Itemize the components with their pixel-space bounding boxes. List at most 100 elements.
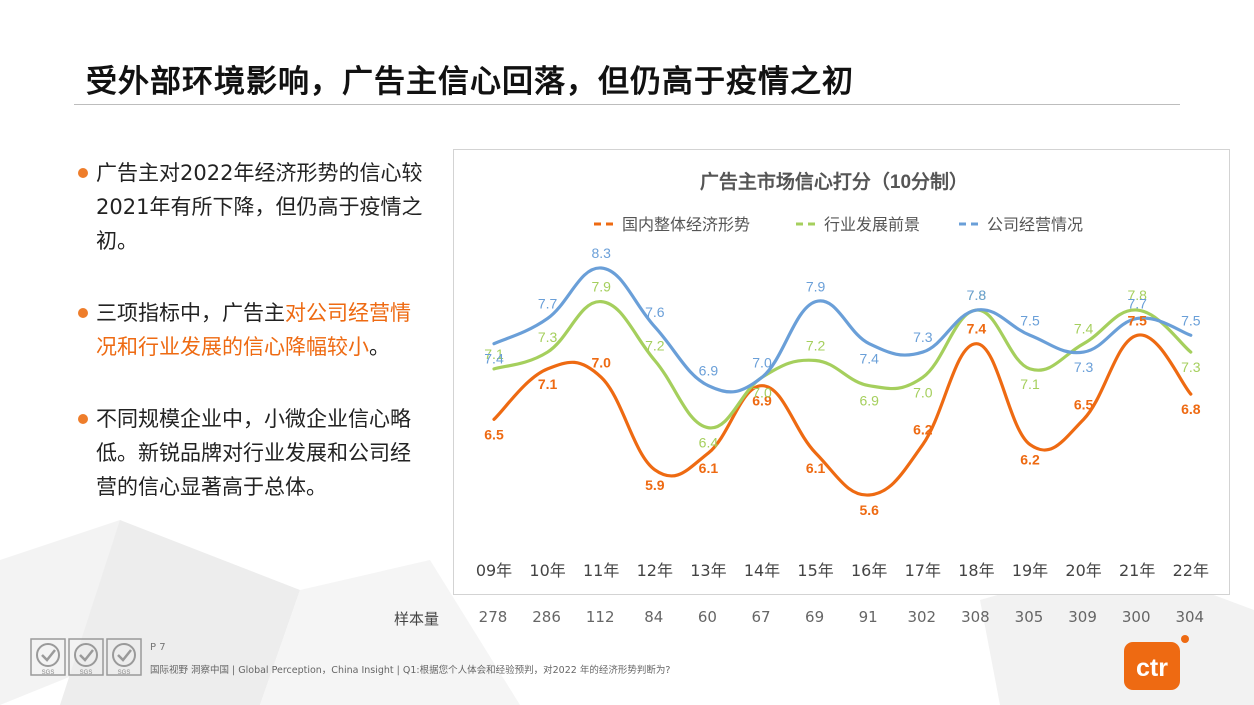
data-label: 6.8 <box>1181 401 1201 417</box>
sample-size-value: 67 <box>751 608 771 626</box>
x-tick-label: 15年 <box>797 561 833 580</box>
legend-label: 行业发展前景 <box>824 215 920 234</box>
x-tick-label: 09年 <box>476 561 512 580</box>
data-label: 6.5 <box>1074 396 1094 412</box>
data-label: 7.5 <box>1020 312 1040 328</box>
page-number: P 7 <box>150 642 166 653</box>
title-divider <box>74 104 1180 105</box>
x-tick-label: 21年 <box>1119 561 1155 580</box>
data-label: 6.2 <box>913 422 933 438</box>
data-label: 6.1 <box>699 460 719 476</box>
data-label: 7.1 <box>538 376 558 392</box>
data-label: 7.9 <box>591 279 611 295</box>
chart-lines <box>492 266 1193 497</box>
data-label: 5.6 <box>859 502 879 518</box>
x-tick-label: 11年 <box>583 561 619 580</box>
bullet-1-text: 广告主对2022年经济形势的信心较2021年有所下降，但仍高于疫情之初。 <box>96 161 423 253</box>
svg-text:SGS: SGS <box>42 670 55 676</box>
data-label: 7.0 <box>591 354 611 370</box>
svg-text:SGS: SGS <box>118 670 131 676</box>
series-line <box>492 333 1193 497</box>
bullet-list: 广告主对2022年经济形势的信心较2021年有所下降，但仍高于疫情之初。 三项指… <box>74 156 424 504</box>
data-label: 7.8 <box>967 287 987 303</box>
bullet-item: 三项指标中，广告主对公司经营情况和行业发展的信心降幅较小。 <box>74 296 424 364</box>
sample-size-value: 304 <box>1175 608 1205 626</box>
x-tick-label: 12年 <box>637 561 673 580</box>
series-line <box>492 300 1193 430</box>
sgs-badge-icon: SGS <box>30 638 66 676</box>
sample-size-value: 309 <box>1068 608 1097 626</box>
bullet-dot-icon <box>78 414 88 424</box>
footer-note: 国际视野 洞察中国 | Global Perception，China Insi… <box>150 665 671 676</box>
data-label: 6.9 <box>752 393 772 409</box>
sample-size-value: 91 <box>858 608 878 626</box>
certification-badges: SGS SGS SGS <box>30 638 142 676</box>
legend-label: 公司经营情况 <box>987 215 1083 234</box>
data-label: 7.7 <box>1127 295 1147 311</box>
x-tick-label: 13年 <box>690 561 726 580</box>
data-label: 7.9 <box>806 279 826 295</box>
bullet-item: 广告主对2022年经济形势的信心较2021年有所下降，但仍高于疫情之初。 <box>74 156 424 258</box>
data-label: 7.0 <box>752 354 772 370</box>
sample-size-value: 308 <box>961 608 990 626</box>
data-label: 6.9 <box>699 363 719 379</box>
sample-size-value: 84 <box>644 608 664 626</box>
svg-text:SGS: SGS <box>80 670 93 676</box>
data-label: 7.3 <box>913 329 933 345</box>
x-tick-label: 17年 <box>905 561 941 580</box>
data-label: 7.5 <box>1181 312 1201 328</box>
legend-label: 国内整体经济形势 <box>622 215 750 234</box>
data-label: 7.4 <box>1074 321 1094 337</box>
data-label: 7.2 <box>806 337 826 353</box>
x-tick-label: 20年 <box>1065 561 1101 580</box>
x-tick-label: 16年 <box>851 561 887 580</box>
sample-size-label: 样本量 <box>394 610 440 628</box>
data-label: 7.2 <box>645 337 665 353</box>
data-label: 7.3 <box>1181 359 1201 375</box>
data-label: 7.0 <box>913 384 933 400</box>
x-tick-label: 10年 <box>529 561 565 580</box>
bullet-2-text-c: 。 <box>369 335 390 359</box>
svg-text:ctr: ctr <box>1136 654 1168 682</box>
chart-x-axis: 09年 10年 11年 12年 13年 14年 15年 16年 17年 18年 19年 20年 21年 2… <box>476 561 1209 580</box>
data-label: 6.5 <box>484 426 504 442</box>
data-label: 7.0 <box>752 384 772 400</box>
x-tick-label: 22年 <box>1173 561 1209 580</box>
data-label: 7.8 <box>967 287 987 303</box>
page-title: 受外部环境影响，广告主信心回落，但仍高于疫情之初 <box>86 64 854 100</box>
chart-legend: 国内整体经济形势 行业发展前景 公司经营情况 <box>594 215 1083 234</box>
line-chart: 广告主市场信心打分（10分制） 国内整体经济形势 行业发展前景 公司经营情况 6.5… <box>476 170 1209 580</box>
x-tick-label: 18年 <box>958 561 994 580</box>
sample-size-value: 302 <box>907 608 937 626</box>
data-label: 7.5 <box>1127 312 1147 328</box>
data-label: 7.4 <box>484 351 504 367</box>
data-label: 6.4 <box>699 435 719 451</box>
chart-title: 广告主市场信心打分（10分制） <box>700 170 968 193</box>
sample-size-value: 305 <box>1014 608 1044 626</box>
bullet-2-text-a: 三项指标中，广告主 <box>96 301 285 325</box>
bullet-dot-icon <box>78 168 88 178</box>
sample-size-value: 286 <box>532 608 561 626</box>
data-label: 7.3 <box>1074 359 1094 375</box>
chart-panel: 广告主市场信心打分（10分制） 国内整体经济形势 行业发展前景 公司经营情况 6.5… <box>453 149 1230 595</box>
sample-size-row: 278 286 112 84 60 67 69 91 302 308 305 309 300 304 <box>0 608 1254 628</box>
data-label: 6.2 <box>1020 452 1040 468</box>
data-label: 6.9 <box>859 393 879 409</box>
sample-size-value: 112 <box>585 608 615 626</box>
data-label: 6.1 <box>806 460 826 476</box>
sample-size-value: 69 <box>805 608 825 626</box>
ctr-logo: ctr <box>1124 635 1189 690</box>
data-label: 7.3 <box>538 329 558 345</box>
sgs-badge-icon: SGS <box>68 638 104 676</box>
bullet-item: 不同规模企业中，小微企业信心略低。新锐品牌对行业发展和公司经营的信心显著高于总体… <box>74 402 424 504</box>
data-label: 7.1 <box>1020 376 1040 392</box>
chart-data-labels: 6.5 7.1 7.0 5.9 6.1 6.9 6.1 5.6 6.2 7.4 6.2 6.5 7.5 6… <box>484 245 1200 518</box>
data-label: 8.3 <box>591 245 611 261</box>
data-label: 7.4 <box>859 351 879 367</box>
data-label: 7.6 <box>645 304 665 320</box>
sample-size-value: 278 <box>478 608 508 626</box>
series-line <box>492 266 1193 394</box>
bullet-2-highlight: 对公司经营情况和行业发展的信心降幅较小 <box>96 301 411 359</box>
data-label: 5.9 <box>645 477 665 493</box>
data-label: 7.8 <box>1127 287 1147 303</box>
